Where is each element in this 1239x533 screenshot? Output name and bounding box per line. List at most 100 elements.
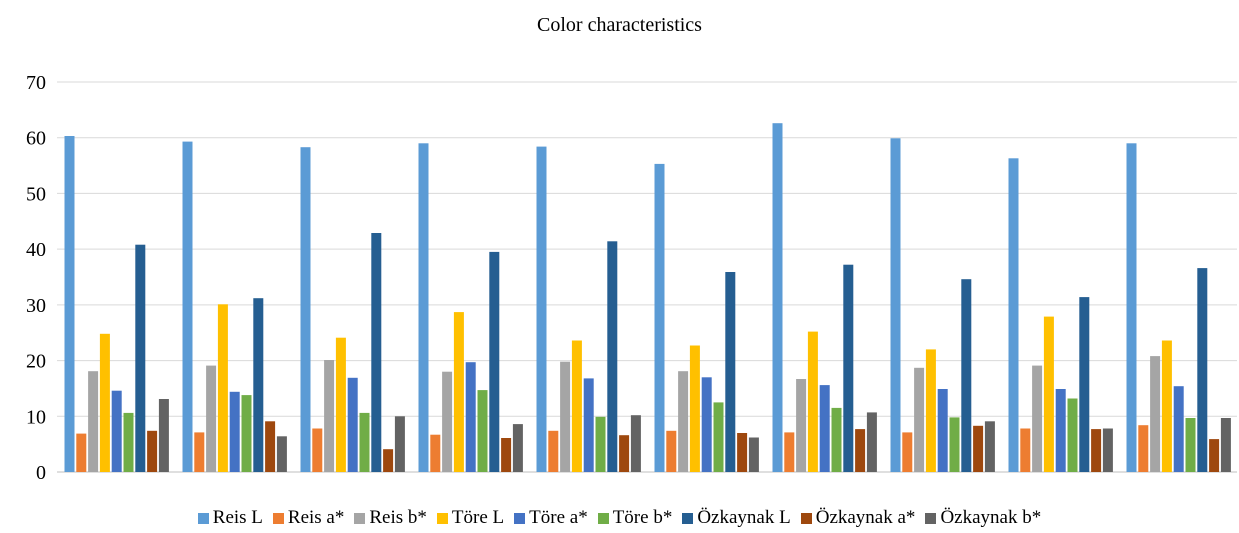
legend-label: Töre L [451,507,505,528]
legend-label: Töre b* [612,507,673,528]
bar [855,429,866,472]
bar [1185,418,1196,472]
legend-label: Özkaynak b* [940,507,1042,528]
bar [111,390,122,472]
legend-swatch [597,512,609,524]
bar [418,143,429,473]
legend-swatch [682,512,694,524]
bar [1126,143,1137,473]
legend-label: Özkaynak a* [815,507,916,528]
y-tick-label: 70 [26,72,46,94]
bar [984,421,995,472]
bar [937,389,948,472]
legend-swatch [272,512,284,524]
legend-swatch [197,512,209,524]
bars [64,123,1231,473]
legend-label: Reis a* [287,507,345,528]
chart-title: Color characteristics [537,14,702,36]
legend-swatch [354,512,366,524]
bar [442,371,453,472]
bar [784,432,795,472]
bar [477,390,488,472]
legend-item: Töre b* [597,507,673,529]
bar [595,416,606,472]
legend-swatch [800,512,812,524]
bar [1150,356,1161,472]
bar [630,415,641,472]
bar [453,312,464,472]
bar [571,340,582,472]
bar [536,146,547,472]
bar [158,399,169,472]
bar [807,331,818,472]
bar [1209,439,1220,472]
bar [371,233,382,472]
bar [1161,340,1172,472]
bar [1020,428,1031,472]
legend-item: Reis b* [354,507,427,529]
y-tick-label: 60 [26,128,46,150]
bar [1067,398,1078,472]
bar [866,412,877,472]
bar [607,241,618,472]
bar [265,421,276,472]
bar [1079,297,1090,472]
bar [583,378,594,472]
bar [312,428,323,472]
legend-swatch [925,512,937,524]
y-tick-label: 20 [26,351,46,373]
y-tick-label: 40 [26,239,46,261]
bar [725,272,736,472]
bar [689,345,700,472]
bar [1138,425,1149,472]
bar [324,360,335,472]
bar [1102,428,1113,472]
bar [76,433,87,472]
bar [819,385,830,472]
legend: Reis L Reis a* Reis b* Töre L Töre a* Töre b*… [0,507,1239,529]
legend-label: Özkaynak L [697,507,791,528]
bar [217,304,228,472]
legend-item: Reis a* [272,507,345,529]
legend-item: Özkaynak L [682,507,791,529]
bar [1173,386,1184,472]
y-tick-label: 50 [26,183,46,205]
bar [843,264,854,472]
bar [430,434,441,472]
bar [831,407,842,472]
bar [1008,158,1019,473]
y-axis-ticks: 0 10 20 30 40 50 60 70 [26,72,46,484]
legend-item: Töre L [436,507,505,529]
bar [701,377,712,472]
bar [737,433,748,472]
bar [88,371,99,472]
bar [560,361,571,472]
bar [394,416,405,472]
legend-item: Reis L [197,507,263,529]
bar [678,371,689,472]
bar [973,425,984,472]
bar [1043,316,1054,472]
bar [229,391,240,472]
gridlines [57,81,1237,473]
y-tick-label: 10 [26,406,46,428]
bar [501,438,512,472]
y-tick-label: 0 [36,462,46,484]
bar [949,417,960,472]
bar [548,430,559,472]
bar [359,412,370,472]
legend-label: Töre a* [529,507,588,528]
bar [1091,429,1102,472]
y-tick-label: 30 [26,295,46,317]
bar [772,123,783,472]
legend-item: Töre a* [514,507,588,529]
bar [961,279,972,472]
legend-swatch [514,512,526,524]
bar [182,141,193,472]
bar [914,367,925,472]
legend-item: Özkaynak b* [925,507,1041,529]
bar [489,251,500,472]
bar [890,138,901,473]
bar [206,365,217,472]
bar [619,435,630,472]
